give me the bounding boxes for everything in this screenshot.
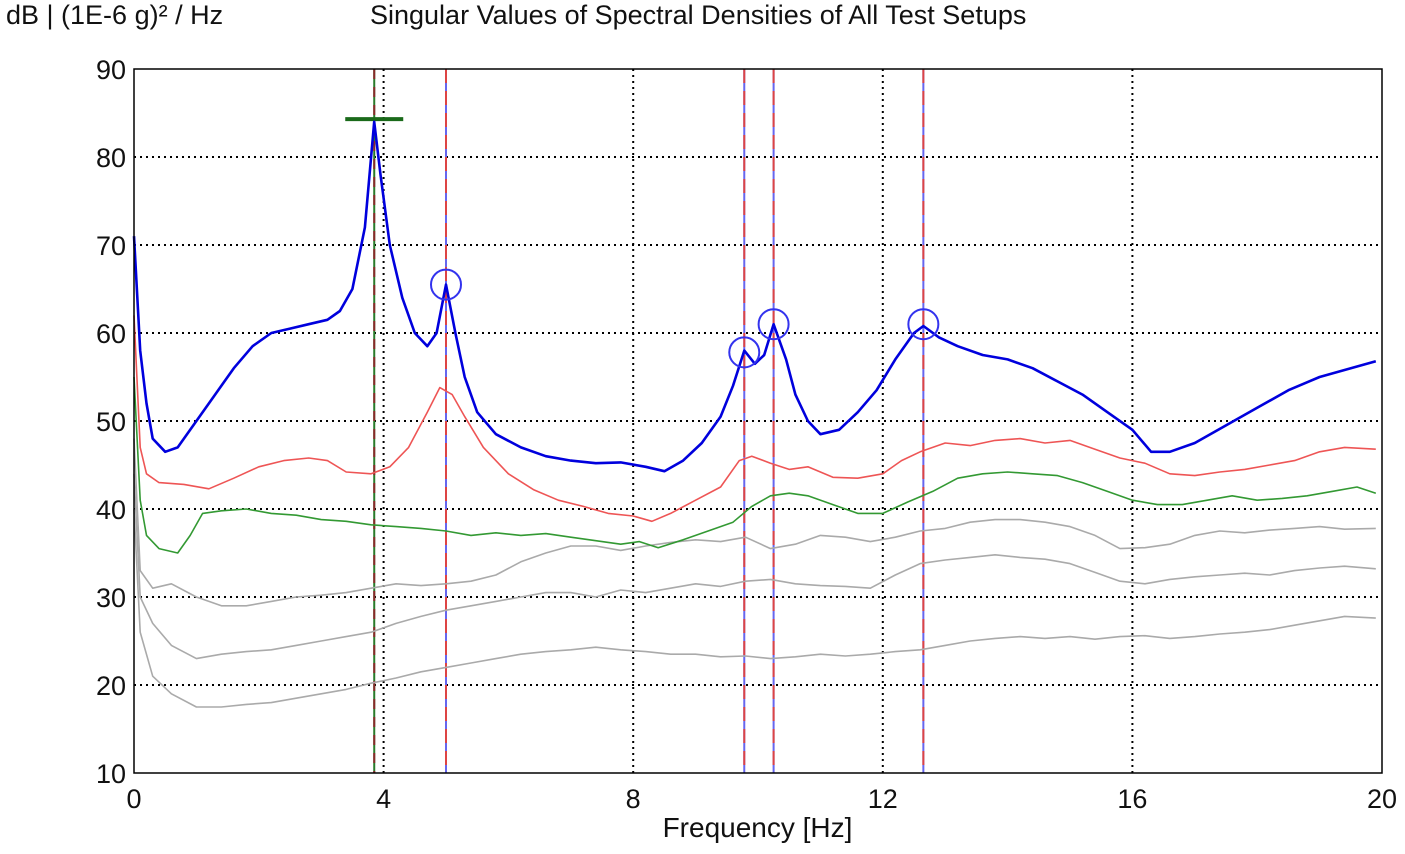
x-tick-label: 20 xyxy=(1367,784,1397,814)
series-line xyxy=(133,508,1376,708)
y-tick-label: 90 xyxy=(96,55,126,85)
y-tick-label: 10 xyxy=(96,759,126,789)
y-tick-label: 30 xyxy=(96,583,126,613)
peak-circle xyxy=(907,308,940,341)
y-tick-label: 40 xyxy=(96,495,126,525)
y-axis-label: dB | (1E-6 g)² / Hz xyxy=(6,0,224,30)
peak-markers xyxy=(345,69,925,773)
y-tick-label: 60 xyxy=(96,319,126,349)
series-line xyxy=(133,315,1376,523)
y-tick-label: 70 xyxy=(96,231,126,261)
peak-circles xyxy=(430,268,940,369)
x-tick-label: 16 xyxy=(1117,784,1147,814)
series-group xyxy=(132,120,1377,708)
grid xyxy=(134,69,1382,773)
series-line xyxy=(132,120,1377,473)
x-tick-label: 4 xyxy=(376,784,391,814)
series-line xyxy=(133,473,1376,660)
chart-title: Singular Values of Spectral Densities of… xyxy=(370,0,1027,30)
series-line xyxy=(133,376,1377,554)
y-tick-label: 50 xyxy=(96,407,126,437)
peak-circle xyxy=(430,268,462,301)
peak-circle xyxy=(728,336,761,369)
peak-circle xyxy=(757,308,790,341)
plot-frame xyxy=(133,68,1383,774)
x-tick-label: 8 xyxy=(626,784,641,814)
x-axis-label: Frequency [Hz] xyxy=(662,812,853,843)
tick-labels: 0 4 8 12 16 20 10 20 30 40 50 60 70 80 90 xyxy=(96,55,1397,814)
x-tick-label: 0 xyxy=(126,784,141,814)
y-tick-label: 80 xyxy=(96,143,126,173)
series-line xyxy=(133,438,1376,607)
y-tick-label: 20 xyxy=(96,671,126,701)
x-tick-label: 12 xyxy=(868,784,898,814)
